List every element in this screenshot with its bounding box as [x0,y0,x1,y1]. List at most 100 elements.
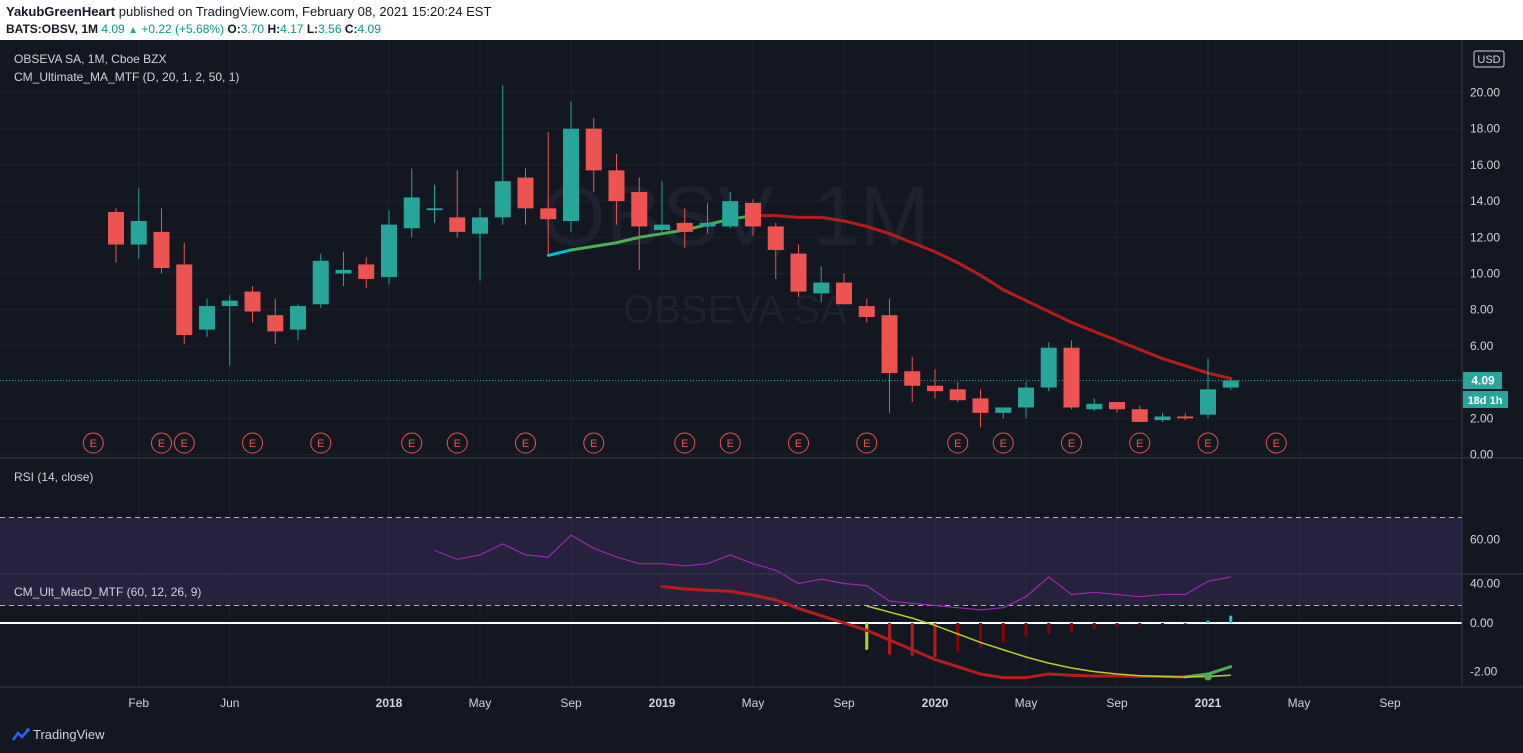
ma-segment [1092,329,1119,342]
time-tick-label: May [469,696,492,710]
candle-body [130,221,147,245]
earnings-label: E [181,438,188,450]
macd-line-segment [956,665,982,676]
ma-segment [774,214,800,219]
earnings-label: E [158,438,165,450]
low-value: 3.56 [318,22,342,36]
ma-segment [933,250,960,265]
earnings-marker [1265,432,1287,454]
earnings-label: E [90,438,97,450]
time-tick-label: Feb [128,696,149,710]
earnings-label: E [590,438,597,450]
macd-line-segment [1070,673,1096,678]
macd-line-segment [660,585,687,591]
candle-body [836,282,852,305]
candle-body [790,253,807,292]
countdown-badge-box [1463,391,1508,408]
candle-body [449,217,466,232]
ma-segment [546,248,573,257]
open-value: 3.70 [240,22,265,36]
macd-legend[interactable]: CM_Ult_MacD_MTF (60, 12, 26, 9) [14,585,201,599]
candle-body [699,222,716,227]
countdown-badge: 18d 1h [1468,395,1503,407]
time-tick-label: Sep [1379,696,1401,710]
earnings-label: E [1204,438,1211,450]
price-tick-label: 0.00 [1470,448,1494,462]
macd-line-segment [1047,672,1073,677]
candle-body [1063,347,1080,408]
earnings-label: E [454,438,461,450]
earnings-label: E [1068,438,1075,450]
ohlc-line: BATS:OBSV, 1M 4.09 ▲ +0.22 (+5.68%) O:3.… [6,22,381,36]
candle-body [426,208,443,211]
macd-line-segment [842,621,869,632]
price-tick-label: 14.00 [1470,194,1500,208]
candle-body [335,269,352,274]
candle-body [1086,403,1103,410]
ma-segment [1161,357,1187,368]
header-bar: YakubGreenHeart published on TradingView… [0,0,1523,40]
candle-body [949,389,966,401]
last-price: 4.09 [101,22,125,36]
ma-segment [637,232,664,239]
macd-line-segment [910,648,937,661]
macd-line-segment [888,638,914,652]
candle-body [904,371,921,386]
earnings-label: E [795,438,802,450]
publisher-name[interactable]: YakubGreenHeart [6,4,116,19]
candle-body [563,128,579,222]
candle-body [881,315,898,374]
earnings-marker [583,432,605,454]
ma-segment [910,241,937,254]
price-change: +0.22 (+5.68%) [141,22,225,36]
candle-body [290,306,306,330]
earnings-label: E [317,438,324,450]
currency-badge-box[interactable] [1473,50,1505,68]
candle-body [608,170,625,202]
earnings-label: E [1273,438,1280,450]
price-tick-label: 16.00 [1470,158,1500,172]
currency-badge[interactable]: USD [1477,54,1500,66]
time-tick-label: Sep [833,696,855,710]
earnings-marker [788,432,809,454]
ma-segment [1138,348,1164,361]
price-tick-label: 8.00 [1470,303,1494,317]
macd-histogram-bar [1047,623,1051,634]
candle-body [221,300,238,307]
footer: TradingView [0,718,1523,753]
candle-body [176,264,193,336]
candles [108,85,1239,428]
candle-body [631,192,648,227]
indicator-legend[interactable]: CM_Ultimate_MA_MTF (D, 20, 1, 2, 50, 1) [14,70,239,84]
price-badge: 4.09 [1471,373,1495,387]
earnings-marker [401,432,423,454]
rsi-tick-label: 40.00 [1470,577,1500,591]
macd-histogram-bar [1092,623,1096,630]
candle-body [927,385,943,392]
candle-body [585,128,602,171]
ma-segment [1070,320,1096,333]
macd-histogram-bar [910,623,914,656]
candle-body [1154,416,1171,421]
time-tick-label: Sep [1106,696,1128,710]
candle-body [108,211,124,245]
symbol: BATS:OBSV, 1M [6,22,99,36]
published-text: published on TradingView.com, February 0… [118,4,492,19]
macd-histogram-bar [1138,623,1142,625]
candle-body [244,291,261,312]
macd-tick-label: -2.00 [1470,665,1498,679]
candle-body [676,222,693,232]
price-badge-box [1463,371,1502,389]
rsi-line [434,534,1231,611]
tradingview-logo[interactable]: TradingView [11,727,105,742]
earnings-label: E [863,438,870,450]
price-tick-label: 2.00 [1470,411,1494,425]
rsi-tick-label: 60.00 [1470,533,1500,547]
rsi-legend[interactable]: RSI (14, close) [14,470,93,484]
macd-histogram-bar [979,623,982,648]
candle-body [1109,402,1125,410]
macd-histogram-bar [1183,623,1187,624]
macd-line-segment [751,593,778,602]
